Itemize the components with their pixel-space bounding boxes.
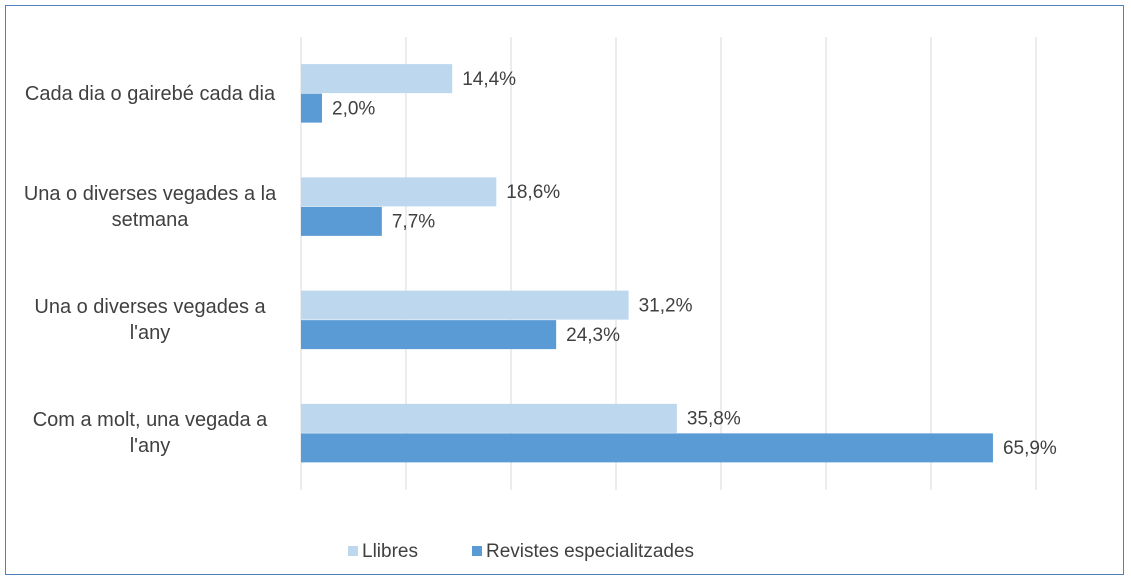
bar [301, 177, 497, 207]
chart-frame [5, 5, 1124, 575]
value-label: 31,2% [639, 295, 693, 316]
value-label: 65,9% [1003, 438, 1057, 459]
bar [301, 206, 382, 236]
value-label: 14,4% [462, 69, 516, 90]
value-label: 7,7% [392, 212, 435, 233]
legend-label: Llibres [362, 541, 418, 562]
category-label: Una o diverses vegades a l'any [34, 296, 266, 345]
category-label: Cada dia o gairebé cada dia [24, 82, 276, 105]
bar [301, 433, 993, 463]
bar [301, 403, 677, 433]
category-label: Com a molt, una vegada a l'any [32, 409, 268, 458]
legend-swatch [471, 546, 482, 556]
bar [301, 290, 629, 320]
legend-swatch [348, 546, 358, 556]
legend-label: Revistes especialitzades [486, 541, 694, 562]
value-label: 24,3% [566, 325, 620, 346]
bar [301, 93, 322, 123]
value-label: 18,6% [506, 182, 560, 203]
bar [301, 320, 557, 350]
value-label: 2,0% [332, 98, 375, 119]
bar [301, 64, 453, 94]
category-label: Una o diverses vegades a la setmana [23, 182, 277, 231]
value-label: 35,8% [687, 409, 741, 430]
